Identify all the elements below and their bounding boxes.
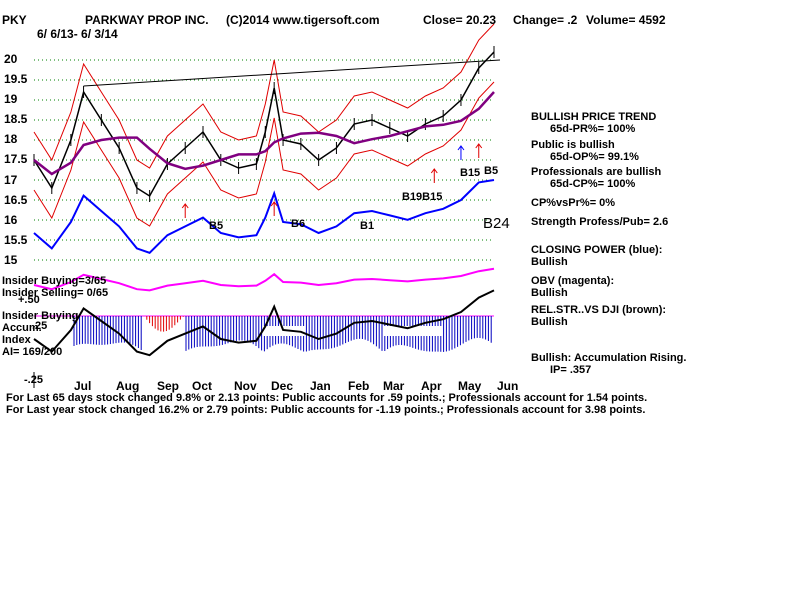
relstr-value: Bullish: [531, 316, 568, 328]
month-label: Jul: [74, 379, 92, 393]
indicator-axis-bottom: -.25: [24, 374, 43, 386]
copyright: (C)2014 www.tigersoft.com: [226, 13, 380, 27]
month-label: Dec: [271, 379, 294, 393]
signal-arrow: [457, 145, 465, 160]
close-value: Close= 20.23: [423, 13, 497, 27]
closing-power-line: [33, 179, 495, 254]
insider-buying-count: Insider Buying=3/65: [2, 275, 107, 287]
volume-value: Volume= 4592: [586, 13, 666, 27]
insider-selling-count: Insider Selling= 0/65: [2, 287, 109, 299]
y-tick-label: 16.5: [4, 193, 28, 207]
signal-b1-feb: B1: [360, 220, 375, 232]
signal-arrow: [270, 201, 278, 216]
month-label: Oct: [192, 379, 213, 393]
accum-rising: Bullish: Accumulation Rising.: [531, 352, 687, 364]
professionals-bullish: Professionals are bullish: [531, 166, 662, 178]
moving-average: [33, 91, 495, 176]
cp-value: 65d-CP%= 100%: [550, 178, 636, 190]
signal-b5-may: B5: [484, 165, 499, 177]
month-label: Jun: [497, 379, 519, 393]
signal-b5-oct: B5: [209, 220, 224, 232]
signal-arrow: [181, 203, 189, 218]
y-tick-label: 18.5: [4, 112, 28, 126]
y-tick-label: 19: [4, 92, 18, 106]
ip-value: IP= .357: [550, 364, 592, 376]
month-label: Nov: [234, 379, 257, 393]
y-tick-label: 17.5: [4, 152, 28, 166]
closing-power-value: Bullish: [531, 256, 568, 268]
public-bullish: Public is bullish: [531, 139, 615, 151]
cpvspr-value: CP%vsPr%= 0%: [531, 197, 616, 209]
y-tick-label: 16: [4, 213, 18, 227]
footer-65day: For Last 65 days stock changed 9.8% or 2…: [6, 392, 648, 404]
y-tick-label: 15: [4, 253, 18, 267]
ai-label: AI= 169/200: [2, 346, 63, 358]
signal-b19b15: B19B15: [402, 191, 443, 203]
y-tick-label: 18: [4, 132, 18, 146]
y-tick-label: 15.5: [4, 233, 28, 247]
pr-value: 65d-PR%= 100%: [550, 123, 636, 135]
indicator-axis-mid: .25: [32, 320, 48, 332]
y-tick-label: 20: [4, 52, 18, 66]
signal-b24: B24: [483, 215, 510, 232]
date-range: 6/ 6/13- 6/ 3/14: [37, 27, 118, 41]
footer-year: For Last year stock changed 16.2% or 2.7…: [6, 404, 646, 416]
op-value: 65d-OP%= 99.1%: [550, 151, 639, 163]
signal-arrow: [475, 143, 483, 158]
y-tick-label: 19.5: [4, 72, 28, 86]
signal-b6-dec: B6: [291, 218, 306, 230]
month-label: May: [458, 379, 482, 393]
month-label: Sep: [157, 379, 180, 393]
month-label: Aug: [116, 379, 140, 393]
bullish-price-trend: BULLISH PRICE TREND: [531, 111, 657, 123]
strength-value: Strength Profess/Pub= 2.6: [531, 216, 669, 228]
month-label: Mar: [383, 379, 405, 393]
relative-strength-line: [33, 289, 495, 357]
signal-arrow: [430, 168, 438, 183]
insider-buying-label: Insider Buying: [2, 310, 79, 322]
month-label: Jan: [310, 379, 331, 393]
y-tick-label: 17: [4, 173, 18, 187]
month-label: Apr: [421, 379, 442, 393]
indicator-axis-top: +.50: [18, 294, 40, 306]
obv-label: OBV (magenta):: [531, 275, 615, 287]
signal-b15: B15: [460, 167, 481, 179]
obv-value: Bullish: [531, 287, 568, 299]
month-label: Feb: [348, 379, 370, 393]
upper-band: [33, 23, 495, 169]
index-label: Index: [2, 334, 31, 346]
obv-line: [33, 267, 495, 292]
company-name: PARKWAY PROP INC.: [85, 13, 209, 27]
change-value: Change= .2: [513, 13, 578, 27]
ticker: PKY: [2, 13, 27, 27]
accum-label: Accum.: [2, 322, 42, 334]
relstr-label: REL.STR..VS DJI (brown):: [531, 304, 667, 316]
closing-power-label: CLOSING POWER (blue):: [531, 244, 663, 256]
trendline: [83, 59, 501, 87]
lower-band: [33, 81, 495, 227]
